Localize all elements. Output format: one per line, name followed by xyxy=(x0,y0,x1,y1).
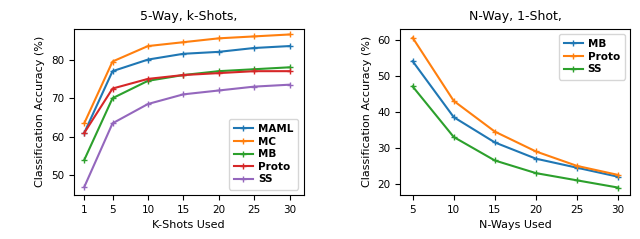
MB xyxy=(532,157,540,160)
Proto xyxy=(450,99,458,102)
Y-axis label: Classification Accuracy (%): Classification Accuracy (%) xyxy=(362,36,372,187)
MB xyxy=(144,79,152,82)
MB xyxy=(215,70,223,73)
Proto xyxy=(250,70,258,73)
MB xyxy=(250,68,258,71)
MB xyxy=(109,97,116,100)
MC xyxy=(215,37,223,40)
MB xyxy=(450,116,458,119)
Proto xyxy=(215,72,223,75)
Proto xyxy=(179,74,187,76)
MAML xyxy=(250,47,258,49)
Proto xyxy=(532,150,540,153)
SS xyxy=(144,103,152,105)
MC xyxy=(179,41,187,44)
Title: N-Way, 1-Shot,: N-Way, 1-Shot, xyxy=(469,10,562,23)
Line: Proto: Proto xyxy=(81,68,292,136)
Proto xyxy=(614,174,622,176)
SS xyxy=(179,93,187,96)
SS xyxy=(573,179,581,182)
MB xyxy=(179,74,187,76)
Proto xyxy=(573,164,581,167)
MAML xyxy=(285,45,293,48)
Line: MB: MB xyxy=(410,58,621,179)
Line: SS: SS xyxy=(81,82,292,190)
MB xyxy=(614,175,622,178)
MB xyxy=(81,159,88,162)
SS xyxy=(285,83,293,86)
MB xyxy=(409,60,417,63)
Title: 5-Way, k-Shots,: 5-Way, k-Shots, xyxy=(140,10,237,23)
MAML xyxy=(215,50,223,53)
MC xyxy=(109,60,116,63)
X-axis label: K-Shots Used: K-Shots Used xyxy=(152,220,225,230)
X-axis label: N-Ways Used: N-Ways Used xyxy=(479,220,552,230)
MC xyxy=(81,122,88,125)
MC xyxy=(250,35,258,38)
SS xyxy=(109,122,116,125)
Proto xyxy=(491,130,499,133)
MC xyxy=(285,33,293,36)
MC xyxy=(144,45,152,48)
MAML xyxy=(179,52,187,55)
Legend: MB, Proto, SS: MB, Proto, SS xyxy=(559,34,625,80)
SS xyxy=(491,159,499,162)
SS xyxy=(250,85,258,88)
Line: Proto: Proto xyxy=(410,35,621,178)
SS xyxy=(215,89,223,92)
SS xyxy=(450,136,458,138)
SS xyxy=(81,186,88,189)
Proto xyxy=(109,87,116,90)
Line: MB: MB xyxy=(81,65,292,163)
SS xyxy=(532,172,540,174)
Line: MC: MC xyxy=(81,32,292,126)
Line: SS: SS xyxy=(410,84,621,190)
Legend: MAML, MC, MB, Proto, SS: MAML, MC, MB, Proto, SS xyxy=(228,119,298,190)
Line: MAML: MAML xyxy=(81,43,292,136)
MB xyxy=(573,166,581,169)
Proto xyxy=(144,77,152,80)
SS xyxy=(409,85,417,88)
Proto xyxy=(409,36,417,39)
MB xyxy=(491,141,499,144)
MB xyxy=(285,66,293,69)
Proto xyxy=(285,70,293,73)
MAML xyxy=(144,58,152,61)
MAML xyxy=(109,70,116,73)
MAML xyxy=(81,131,88,134)
Proto xyxy=(81,131,88,134)
Y-axis label: Classification Accuracy (%): Classification Accuracy (%) xyxy=(35,36,45,187)
SS xyxy=(614,186,622,189)
